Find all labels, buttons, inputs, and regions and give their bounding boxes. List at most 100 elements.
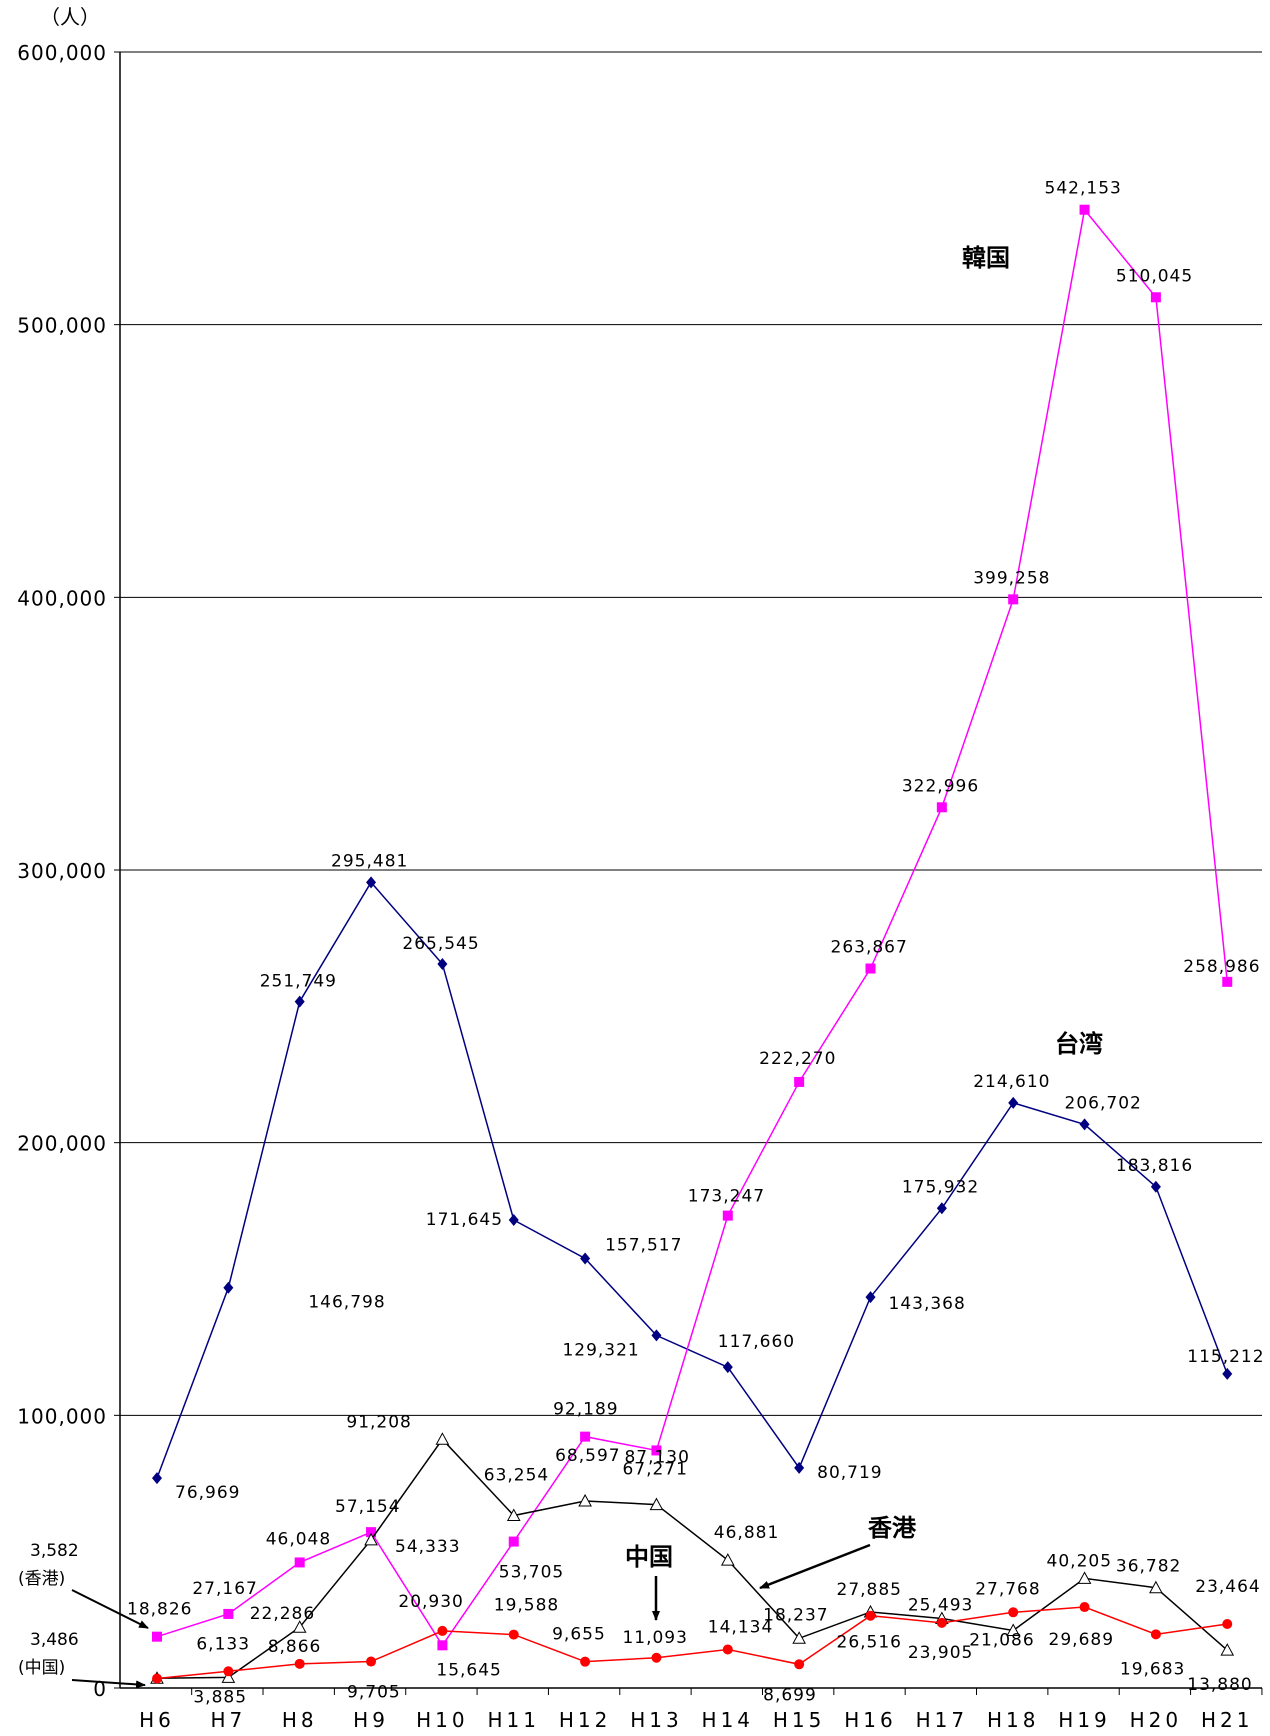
data-point (792, 1631, 806, 1644)
data-label: 46,048 (266, 1529, 331, 1549)
series-line (156, 881, 1228, 1479)
data-label: 8,866 (268, 1637, 322, 1657)
data-label: 18,237 (763, 1605, 828, 1625)
data-point (292, 1620, 307, 1633)
y-tick-label: 400,000 (17, 586, 107, 610)
data-label: 53,705 (499, 1563, 564, 1583)
data-label: 57,154 (335, 1497, 400, 1517)
data-label: 399,258 (973, 568, 1050, 588)
data-label: 14,134 (708, 1617, 773, 1637)
data-point (294, 1557, 305, 1568)
data-label: 68,597 (555, 1446, 620, 1466)
data-point (1079, 204, 1090, 215)
series-line (156, 207, 1228, 1647)
data-label: 92,189 (553, 1400, 618, 1420)
data-point (1150, 1180, 1161, 1193)
data-label: 87,130 (624, 1447, 689, 1467)
data-label: 46,881 (714, 1523, 779, 1543)
data-label: 27,768 (975, 1579, 1040, 1599)
data-label: 76,969 (175, 1483, 240, 1503)
x-tick-label: H8 (282, 1708, 318, 1732)
x-tick-label: H6 (139, 1708, 175, 1732)
data-point (1149, 1580, 1163, 1594)
data-point (722, 1644, 733, 1655)
data-label: 20,930 (398, 1592, 463, 1612)
data-point (435, 1432, 450, 1445)
data-point (1006, 1623, 1021, 1637)
data-point (366, 1656, 377, 1667)
data-label: 23,464 (1195, 1577, 1260, 1597)
x-tick-label: H13 (630, 1708, 683, 1732)
data-point (1079, 1602, 1090, 1613)
series-layer (150, 204, 1235, 1684)
x-tick-label: H7 (210, 1708, 246, 1732)
series-name-label: 中国 (625, 1543, 673, 1571)
data-point (651, 1329, 662, 1342)
data-point (366, 1527, 377, 1538)
data-point (580, 1431, 591, 1442)
data-point (437, 1640, 448, 1651)
data-point (221, 1670, 236, 1683)
annotation-note: (香港) (18, 1569, 65, 1589)
series-line (156, 1606, 1228, 1680)
data-point (794, 1076, 805, 1087)
x-tick-label: H10 (416, 1708, 469, 1732)
data-point (1220, 1643, 1235, 1656)
data-label: 19,588 (494, 1596, 559, 1616)
data-point (865, 1291, 876, 1304)
data-point (223, 1666, 234, 1677)
data-label-layer: 76,969 146,798 251,749 295,481 265,545 171,64… (127, 179, 1264, 1708)
x-tick-label: H11 (488, 1708, 541, 1732)
annotation-arrow-cn (71, 1679, 146, 1689)
data-point (223, 1608, 234, 1619)
y-tick-label: 500,000 (17, 314, 107, 338)
data-label: 3,885 (193, 1687, 247, 1707)
data-point (508, 1536, 519, 1547)
x-tick-label: H16 (844, 1708, 897, 1732)
data-label: 510,045 (1116, 266, 1193, 286)
data-point (651, 1445, 662, 1456)
data-label: 27,167 (192, 1579, 257, 1599)
data-label: 157,517 (605, 1236, 682, 1256)
data-point (936, 1202, 947, 1215)
data-label: 265,545 (402, 934, 479, 954)
data-label: 80,719 (817, 1463, 882, 1483)
data-label: 143,368 (889, 1294, 966, 1314)
data-point (1222, 1367, 1233, 1380)
series-name-label: 台湾 (1055, 1030, 1103, 1058)
data-point (294, 995, 305, 1008)
data-point (936, 802, 947, 813)
y-tick-label: 300,000 (17, 859, 107, 883)
grid-layer (120, 51, 1262, 1416)
data-point (1008, 1607, 1019, 1618)
data-point (651, 1652, 662, 1663)
series-name-label: 香港 (868, 1514, 917, 1542)
data-label: 36,782 (1116, 1557, 1181, 1577)
data-label: 11,093 (622, 1628, 687, 1648)
data-point (1079, 1118, 1090, 1131)
series-line (156, 1438, 1228, 1679)
data-point (1077, 1571, 1092, 1584)
data-point (437, 957, 448, 970)
data-label: 251,749 (260, 972, 337, 992)
data-label: 175,932 (902, 1177, 979, 1197)
data-point (580, 1252, 591, 1265)
data-label: 25,493 (908, 1595, 973, 1615)
data-label: 40,205 (1047, 1551, 1112, 1571)
data-point (1150, 1629, 1161, 1640)
data-label: 29,689 (1049, 1630, 1114, 1650)
data-point (294, 1658, 305, 1669)
x-tick-label: H20 (1130, 1708, 1183, 1732)
data-point (366, 876, 377, 889)
data-point (1008, 594, 1019, 605)
data-point (865, 1610, 876, 1621)
data-label: 19,683 (1120, 1659, 1185, 1679)
axis-layer: 0100,000200,000300,000400,000500,000600,… (17, 5, 1263, 1732)
data-label: 9,655 (552, 1625, 606, 1645)
data-point (578, 1493, 592, 1507)
data-point (1222, 976, 1233, 987)
data-label: 222,270 (759, 1049, 836, 1069)
data-point (580, 1656, 591, 1667)
data-point (936, 1617, 947, 1628)
